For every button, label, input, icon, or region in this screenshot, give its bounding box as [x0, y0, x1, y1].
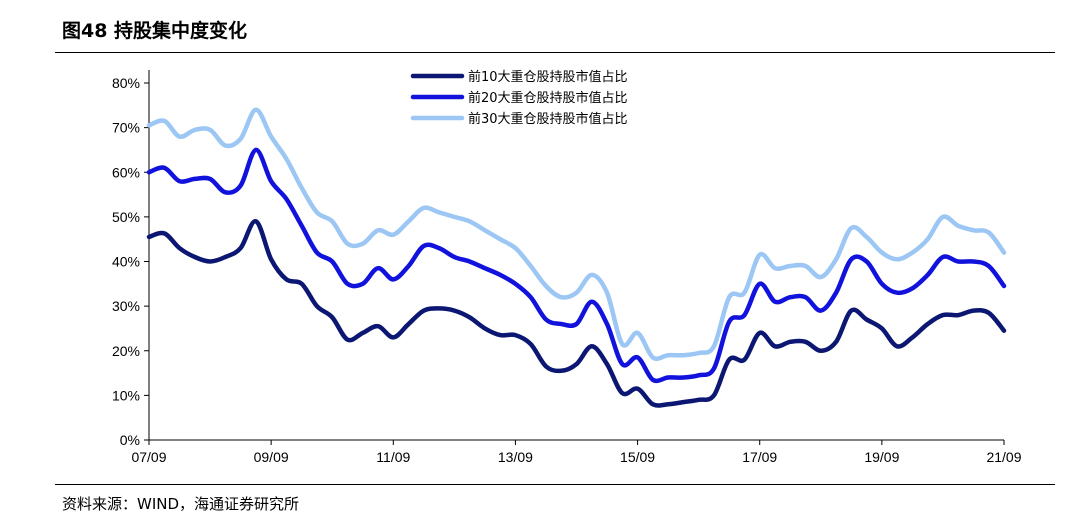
x-tick-label: 15/09 — [620, 449, 655, 465]
chart-title: 图48 持股集中度变化 — [62, 20, 248, 42]
legend-label: 前20大重仓股持股市值占比 — [468, 90, 628, 106]
y-tick-label: 50% — [112, 209, 140, 225]
x-tick-label: 07/09 — [131, 449, 166, 465]
x-axis-ticks: 07/09 09/09 11/09 13/09 15/09 17/09 19/09 21/09 — [131, 440, 1022, 465]
series-lines — [146, 107, 1007, 408]
x-tick-label: 13/09 — [498, 449, 533, 465]
y-tick-label: 10% — [112, 387, 140, 403]
y-tick-label: 20% — [112, 343, 140, 359]
top-rule — [55, 52, 1055, 53]
y-tick-label: 40% — [112, 254, 140, 270]
x-tick-label: 11/09 — [376, 449, 410, 465]
y-tick-label: 0% — [120, 432, 140, 448]
x-tick-label: 21/09 — [986, 449, 1021, 465]
x-tick-label: 19/09 — [864, 449, 899, 465]
series-line-2 — [146, 147, 1007, 384]
series-line-3 — [146, 107, 1007, 361]
source-note: 资料来源：WIND，海通证券研究所 — [62, 495, 300, 513]
y-tick-label: 70% — [112, 120, 140, 136]
x-tick-label: 17/09 — [742, 449, 777, 465]
legend-label: 前10大重仓股持股市值占比 — [468, 69, 628, 85]
y-tick-label: 80% — [112, 75, 140, 91]
y-axis-ticks: 0% 10% 20% 30% 40% 50% 60% 70% 80% — [112, 75, 149, 448]
x-tick-label: 09/09 — [254, 449, 289, 465]
y-tick-label: 60% — [112, 164, 140, 180]
series-line-1 — [146, 219, 1007, 408]
y-tick-label: 30% — [112, 298, 140, 314]
bottom-rule — [55, 484, 1055, 485]
legend-label: 前30大重仓股持股市值占比 — [468, 111, 628, 127]
